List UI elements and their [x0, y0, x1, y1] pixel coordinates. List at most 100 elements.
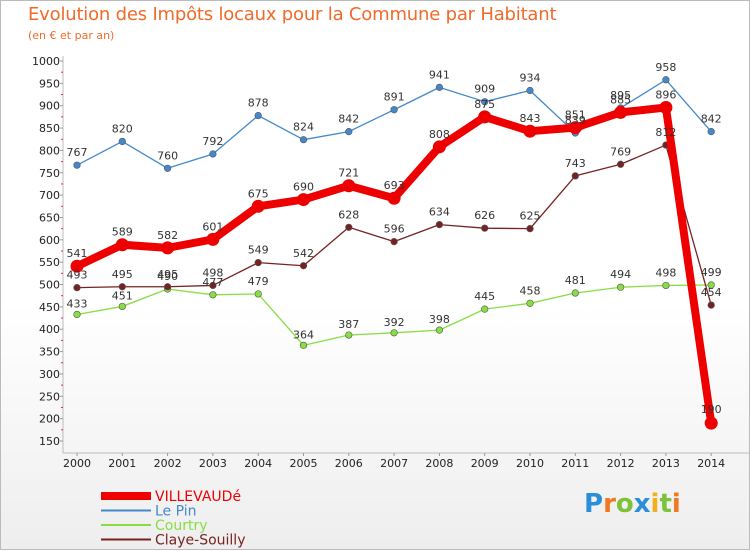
data-point-le-pin	[526, 86, 534, 95]
data-label-courtry: 490	[157, 270, 178, 283]
proxiti-logo: Proxiti	[584, 489, 681, 519]
x-tick-label: 2006	[335, 457, 363, 470]
data-label-villevaude: 693	[384, 179, 405, 192]
data-label-courtry: 451	[112, 289, 133, 302]
data-point-villevaude	[387, 191, 401, 205]
data-point-le-pin	[299, 136, 308, 144]
y-tick-label: 900	[39, 100, 60, 113]
data-point-le-pin	[390, 106, 398, 114]
data-label-claye-souilly: 542	[293, 247, 314, 260]
data-label-claye-souilly: 495	[157, 268, 178, 281]
data-label-claye-souilly: 626	[474, 209, 495, 222]
y-tick-label: 700	[39, 189, 60, 202]
y-tick-label: 850	[39, 122, 60, 135]
data-point-claye-souilly	[707, 301, 715, 309]
y-tick-label: 200	[39, 413, 60, 426]
data-label-courtry: 445	[474, 290, 495, 303]
data-point-claye-souilly	[254, 259, 262, 267]
chart-title: Evolution des Impôts locaux pour la Comm…	[28, 4, 557, 25]
data-point-le-pin	[435, 83, 444, 91]
x-tick-label: 2008	[425, 457, 453, 470]
data-point-villevaude	[568, 121, 582, 135]
data-point-courtry	[707, 281, 715, 289]
data-point-claye-souilly	[571, 172, 579, 180]
logo-letter: P	[584, 489, 604, 519]
data-point-courtry	[209, 291, 217, 299]
data-point-le-pin	[345, 128, 353, 136]
data-point-claye-souilly	[616, 160, 625, 168]
data-point-le-pin	[209, 150, 217, 158]
data-point-courtry	[254, 290, 262, 298]
logo-letter: r	[603, 489, 616, 519]
data-label-le-pin: 824	[293, 121, 314, 134]
data-label-courtry: 494	[610, 268, 631, 281]
data-point-claye-souilly	[209, 281, 217, 290]
data-label-le-pin: 891	[384, 91, 405, 104]
data-label-claye-souilly: 498	[202, 266, 223, 279]
data-label-claye-souilly: 549	[248, 244, 269, 257]
y-tick-label: 600	[39, 234, 60, 247]
data-point-le-pin	[164, 164, 172, 172]
data-point-courtry	[435, 326, 444, 334]
data-label-courtry: 499	[701, 266, 722, 279]
data-label-courtry: 364	[293, 328, 314, 341]
logo-letter: i	[671, 489, 681, 519]
data-label-claye-souilly: 495	[112, 268, 133, 281]
data-point-villevaude	[297, 193, 310, 207]
data-point-courtry	[390, 329, 398, 337]
data-label-le-pin: 934	[520, 72, 541, 85]
data-point-claye-souilly	[345, 223, 353, 231]
data-point-le-pin	[662, 76, 670, 84]
data-point-claye-souilly	[481, 224, 489, 232]
data-point-courtry	[345, 331, 353, 339]
data-point-le-pin	[707, 128, 715, 136]
x-tick-label: 2014	[697, 457, 725, 470]
data-label-villevaude: 851	[565, 109, 586, 122]
data-point-villevaude	[342, 179, 356, 193]
legend-label-courtry: Courtry	[155, 518, 208, 534]
data-label-villevaude: 190	[701, 403, 722, 416]
data-label-claye-souilly: 625	[520, 210, 541, 223]
x-tick-label: 2005	[290, 457, 318, 470]
data-label-villevaude: 690	[293, 181, 314, 194]
x-tick-label: 2004	[244, 457, 272, 470]
data-label-le-pin: 958	[655, 61, 676, 74]
data-label-le-pin: 792	[202, 135, 223, 148]
data-label-claye-souilly: 743	[565, 157, 586, 170]
data-point-claye-souilly	[299, 262, 308, 270]
data-point-claye-souilly	[526, 225, 534, 233]
data-label-le-pin: 895	[610, 89, 631, 102]
data-label-le-pin: 842	[338, 113, 359, 126]
data-label-claye-souilly: 454	[701, 286, 722, 299]
data-point-claye-souilly	[73, 284, 81, 292]
y-tick-label: 450	[39, 301, 60, 314]
data-label-courtry: 498	[655, 266, 676, 279]
data-label-villevaude: 675	[248, 187, 269, 200]
data-label-courtry: 433	[67, 297, 88, 310]
x-tick-label: 2009	[471, 457, 499, 470]
data-label-le-pin: 909	[474, 83, 495, 96]
data-label-le-pin: 842	[701, 113, 722, 126]
y-tick-label: 250	[39, 390, 60, 403]
data-label-claye-souilly: 812	[655, 126, 676, 139]
x-tick-label: 2013	[652, 457, 680, 470]
data-point-courtry	[73, 310, 81, 319]
y-tick-label: 650	[39, 211, 60, 224]
y-tick-label: 350	[39, 346, 60, 359]
x-tick-label: 2003	[199, 457, 227, 470]
data-point-courtry	[481, 305, 489, 313]
data-label-villevaude: 885	[610, 93, 631, 106]
y-tick-label: 950	[39, 77, 60, 90]
x-tick-label: 2012	[607, 457, 635, 470]
x-tick-label: 2007	[380, 457, 408, 470]
data-point-courtry	[299, 341, 308, 349]
y-tick-label: 550	[39, 256, 60, 269]
logo-letter: o	[615, 489, 634, 519]
data-label-villevaude: 601	[202, 220, 223, 233]
y-tick-label: 400	[39, 323, 60, 336]
data-point-villevaude	[161, 241, 175, 255]
data-point-villevaude	[523, 124, 537, 138]
y-tick-label: 1000	[32, 55, 60, 68]
